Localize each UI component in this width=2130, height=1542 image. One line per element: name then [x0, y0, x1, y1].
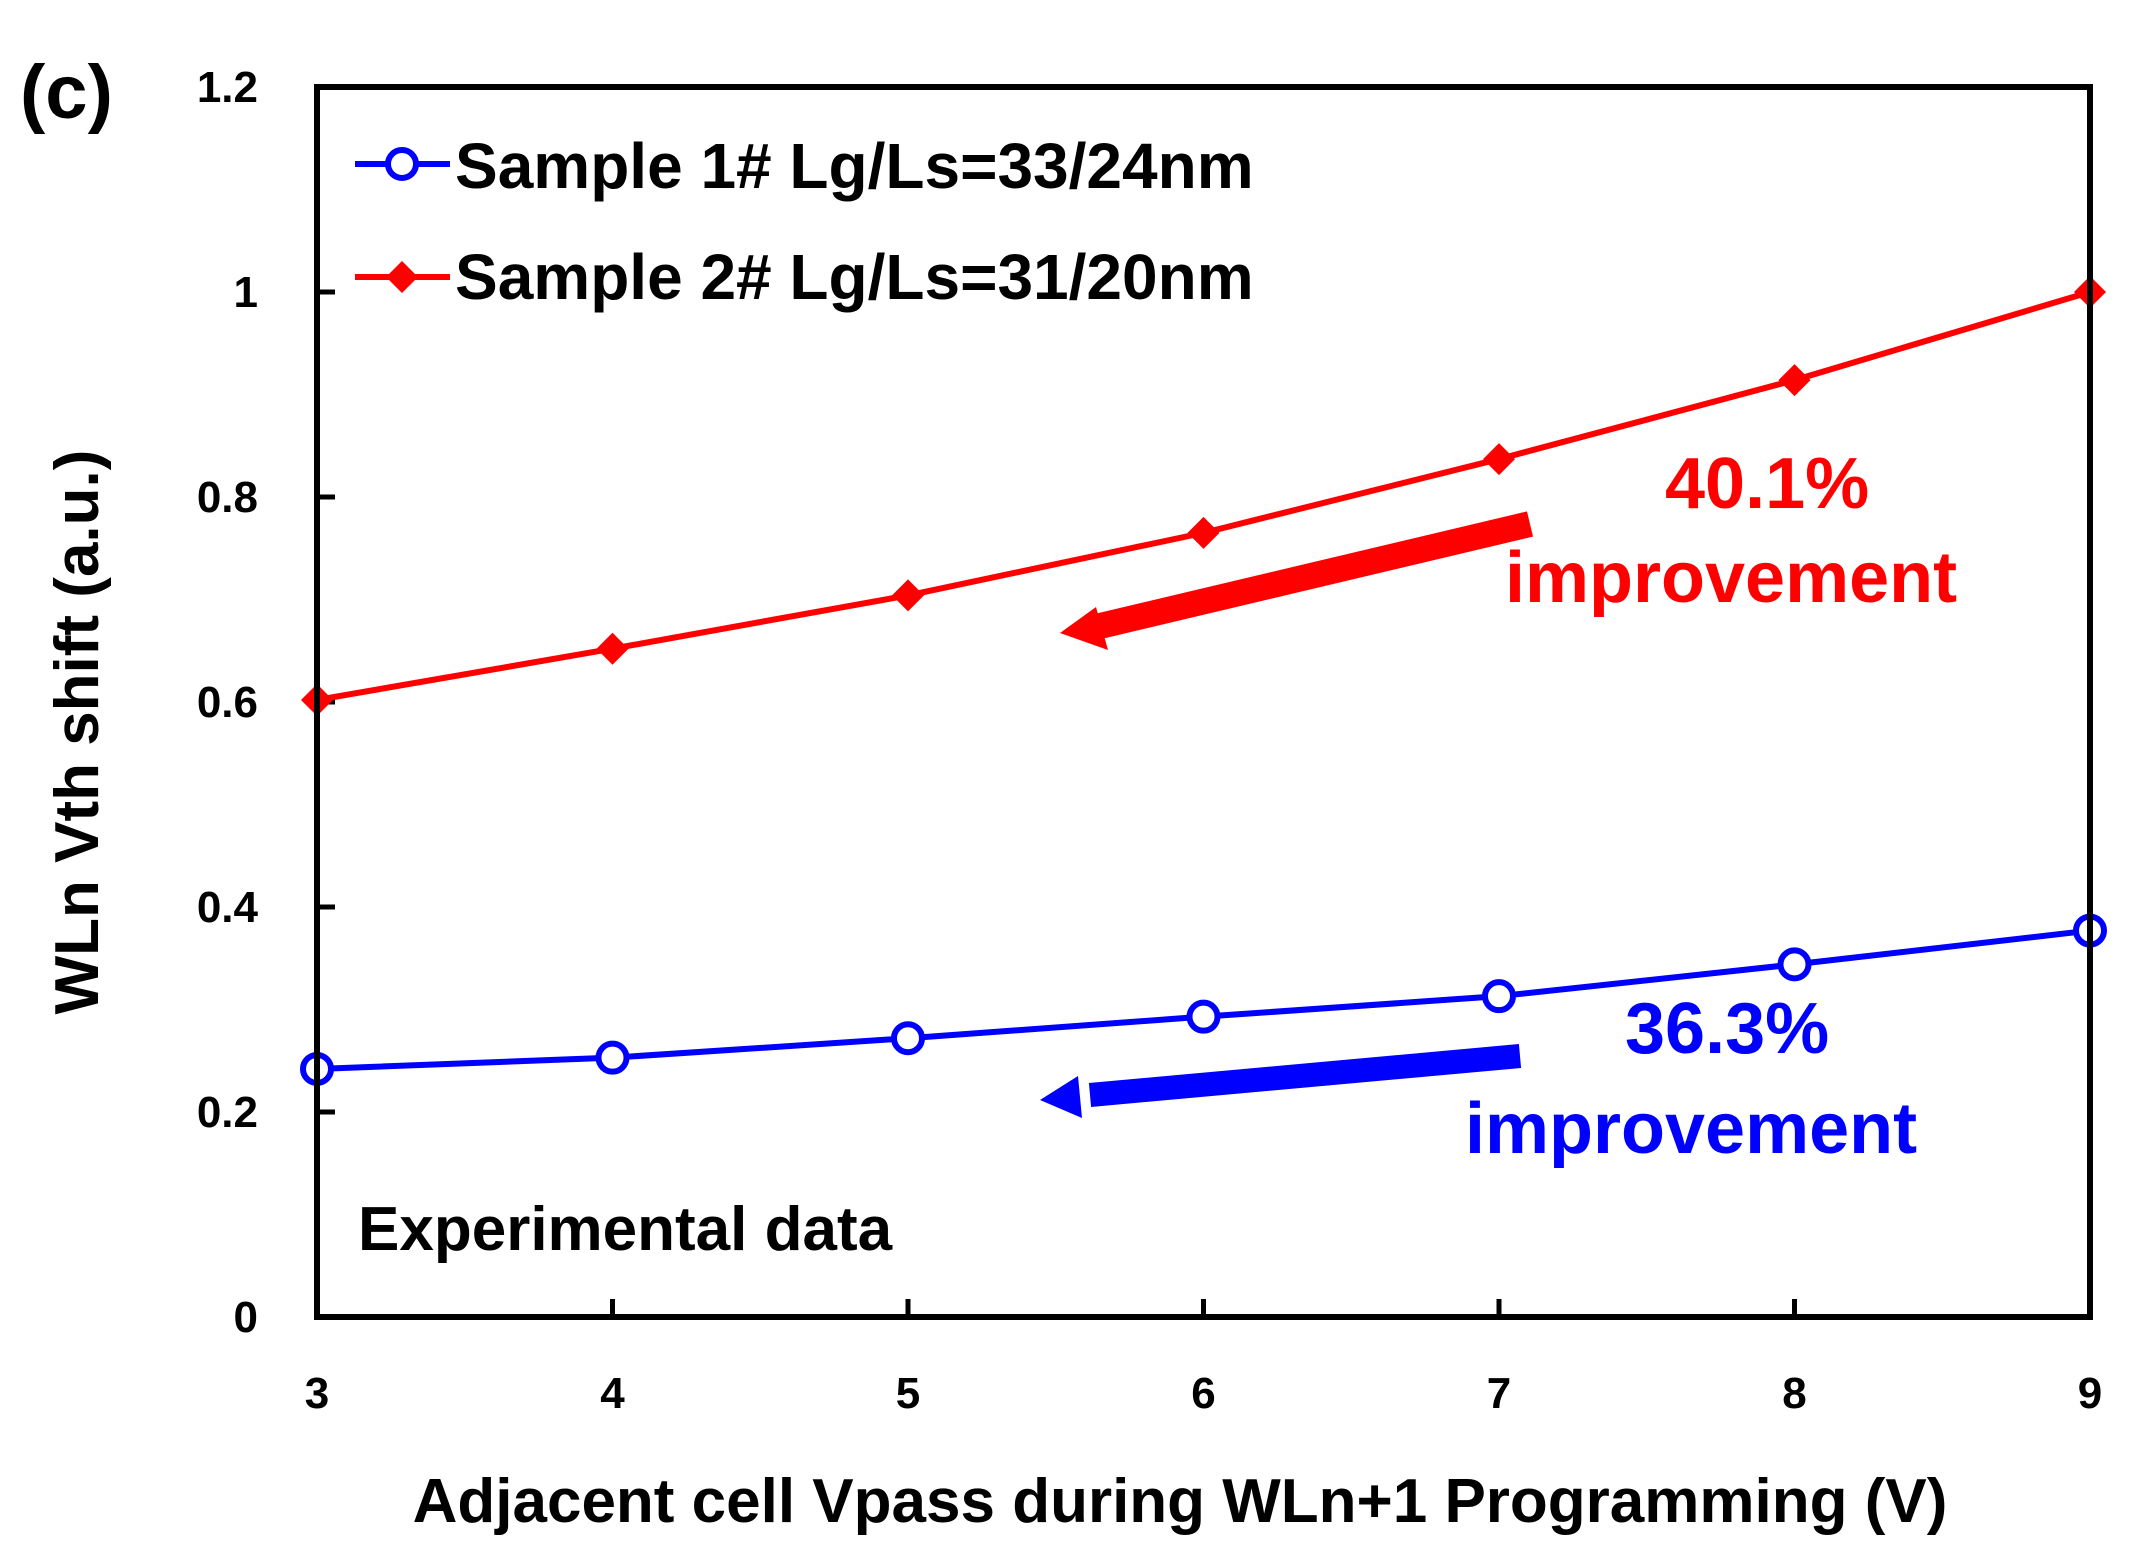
series-1-point	[891, 1021, 925, 1056]
blue-annotation-percent: 36.3%	[1625, 989, 1829, 1069]
y-tick-label: 1	[234, 268, 258, 317]
blue-arrow-head	[1040, 1076, 1082, 1118]
y-tick-label: 0.6	[197, 678, 258, 727]
blue-arrow-shaft	[1088, 1044, 1522, 1107]
x-tick-label: 3	[305, 1369, 329, 1418]
panel-label: (c)	[20, 50, 113, 135]
x-tick-label: 8	[1782, 1369, 1806, 1418]
legend-label-sample-1: Sample 1# Lg/Ls=33/24nm	[455, 130, 1254, 202]
experimental-data-note: Experimental data	[358, 1195, 893, 1264]
series-2-point	[596, 632, 629, 665]
series-2-point	[1187, 516, 1220, 549]
red-annotation-label: improvement	[1505, 538, 1957, 618]
x-tick-label: 9	[2078, 1369, 2102, 1418]
series-1-point	[1777, 947, 1812, 982]
y-tick-label: 0.8	[197, 473, 258, 522]
series-1	[300, 913, 2107, 1086]
x-tick-label: 6	[1191, 1369, 1215, 1418]
legend-item-sample-1: Sample 1# Lg/Ls=33/24nm	[355, 130, 1254, 202]
x-axis-ticks: 3 4 5 6 7 8 9	[305, 1299, 2102, 1418]
series-2-point	[892, 579, 924, 612]
series-layer	[300, 276, 2107, 1086]
series-2-point	[1778, 364, 1811, 397]
x-tick-label: 4	[600, 1369, 625, 1418]
annotation-blue: 36.3% improvement	[1040, 989, 1917, 1169]
x-axis-title: Adjacent cell Vpass during WLn+1 Program…	[413, 1467, 1948, 1536]
red-annotation-percent: 40.1%	[1665, 444, 1869, 524]
series-1-point	[1186, 999, 1221, 1034]
blue-annotation-label: improvement	[1465, 1089, 1917, 1169]
annotation-red: 40.1% improvement	[1060, 444, 1957, 650]
series-1-point	[595, 1040, 630, 1075]
series-2-point	[1483, 443, 1515, 476]
series-1-point	[1482, 979, 1516, 1014]
x-tick-label: 7	[1487, 1369, 1511, 1418]
legend-item-sample-2: Sample 2# Lg/Ls=31/20nm	[355, 241, 1254, 313]
y-tick-label: 1.2	[197, 63, 258, 112]
y-axis-title: WLn Vth shift (a.u.)	[43, 450, 112, 1015]
red-arrow-head	[1060, 607, 1108, 650]
red-arrow-shaft	[1096, 511, 1534, 639]
legend-marker-sample-1	[385, 147, 419, 181]
legend: Sample 1# Lg/Ls=33/24nm Sample 2# Lg/Ls=…	[355, 130, 1254, 313]
plot-frame	[314, 84, 2093, 1320]
y-tick-label: 0.2	[197, 1088, 258, 1137]
x-tick-label: 5	[896, 1369, 920, 1418]
y-tick-label: 0.4	[197, 883, 259, 932]
y-tick-label: 0	[234, 1293, 258, 1342]
legend-label-sample-2: Sample 2# Lg/Ls=31/20nm	[455, 241, 1254, 313]
legend-marker-sample-2	[386, 261, 418, 293]
